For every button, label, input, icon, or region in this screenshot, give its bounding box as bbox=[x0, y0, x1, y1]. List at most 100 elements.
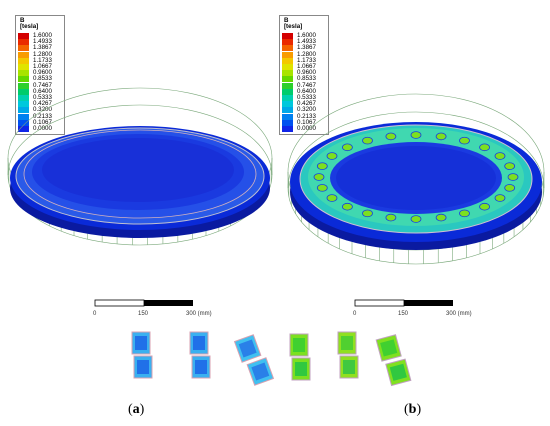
legend-value: 0.6400 bbox=[297, 87, 316, 95]
pole-pair-b2 bbox=[337, 331, 359, 379]
pole-pair-a2 bbox=[189, 331, 211, 379]
legend-swatch bbox=[18, 39, 29, 46]
legend-entry: 0.9600 bbox=[282, 69, 326, 77]
legend-value: 0.2133 bbox=[297, 112, 316, 120]
pole-magnet bbox=[459, 136, 470, 145]
legend-swatch bbox=[18, 113, 29, 120]
legend-entry: 0.2133 bbox=[282, 112, 326, 120]
disk-body bbox=[290, 122, 542, 250]
pole-magnet bbox=[410, 131, 422, 139]
legend-value: 1.0667 bbox=[297, 63, 316, 70]
legend-entry: 0.6400 bbox=[282, 87, 326, 95]
scale-bar-b: 0 150 300 (mm) bbox=[353, 299, 472, 317]
legend-value: 0.4267 bbox=[33, 100, 52, 108]
caption-b: (b) bbox=[404, 402, 422, 417]
legend-entry: 0.9600 bbox=[18, 69, 62, 77]
legend-value: 0.8533 bbox=[33, 75, 52, 83]
legend-swatch bbox=[18, 101, 29, 108]
legend-swatch bbox=[282, 88, 293, 95]
legend-entry: 0.0000 bbox=[18, 125, 62, 132]
legend-value: 0.6400 bbox=[33, 87, 52, 95]
legend-value: 0.5333 bbox=[297, 94, 316, 101]
legend-swatch bbox=[18, 119, 29, 126]
legend-entry: 1.3867 bbox=[282, 45, 326, 52]
legend-swatch bbox=[282, 126, 293, 132]
caption-a: (a) bbox=[128, 402, 145, 417]
legend-swatch bbox=[282, 70, 293, 77]
pole-magnet bbox=[494, 152, 506, 160]
pole-magnet bbox=[326, 152, 338, 160]
caption-a-label: a bbox=[132, 402, 140, 417]
legend-unit: [tesla] bbox=[284, 23, 303, 30]
pole-magnet bbox=[435, 213, 447, 222]
legend-swatch bbox=[282, 51, 293, 58]
legend-value: 0.3200 bbox=[33, 106, 52, 114]
disk-body bbox=[10, 126, 270, 238]
legend-swatch bbox=[282, 64, 293, 70]
pole-magnet bbox=[342, 143, 353, 152]
pole-ring bbox=[313, 131, 519, 223]
legend-swatch bbox=[18, 95, 29, 101]
legend-entry: 1.0667 bbox=[282, 63, 326, 70]
pole-magnet bbox=[326, 194, 338, 202]
legend-value: 0.4267 bbox=[297, 100, 316, 108]
legend-swatch bbox=[18, 88, 29, 95]
legend-value: 1.3867 bbox=[33, 44, 52, 52]
legend-value: 0.0000 bbox=[33, 125, 52, 132]
legend-entry: 1.1733 bbox=[18, 57, 62, 64]
legend-value: 0.1067 bbox=[33, 118, 52, 126]
legend-value: 1.1733 bbox=[297, 56, 316, 64]
legend-value: 1.2800 bbox=[33, 50, 52, 58]
legend-entry: 1.2800 bbox=[282, 51, 326, 58]
legend-swatch bbox=[282, 119, 293, 126]
legend-entry: 0.3200 bbox=[282, 106, 326, 114]
pole-magnet bbox=[362, 209, 373, 218]
scale-tick-150: 150 bbox=[398, 311, 409, 317]
legend-value: 0.5333 bbox=[33, 94, 52, 101]
pole-pair-a3 bbox=[233, 334, 275, 386]
legend-swatch bbox=[18, 126, 29, 132]
legend-value: 0.7467 bbox=[33, 81, 52, 89]
pole-details bbox=[131, 331, 412, 387]
legend-b: B [tesla] 1.6000 1.4933 1.3867 1.2800 1.1733… bbox=[279, 15, 329, 135]
legend-swatch bbox=[282, 101, 293, 108]
legend-entry: 0.2133 bbox=[18, 112, 62, 120]
pole-pair-b1 bbox=[289, 333, 311, 381]
legend-swatch bbox=[282, 39, 293, 46]
legend-entry: 0.8533 bbox=[18, 75, 62, 83]
legend-a: B [tesla] 1.6000 1.4933 1.3867 1.2800 1.1733… bbox=[15, 15, 65, 135]
pole-magnet bbox=[316, 162, 328, 170]
legend-value: 0.0000 bbox=[297, 125, 316, 132]
pole-pair-a1 bbox=[131, 331, 153, 379]
legend-value: 1.4933 bbox=[297, 38, 316, 46]
pole-magnet bbox=[494, 194, 506, 202]
legend-swatch bbox=[282, 82, 293, 89]
legend-entry: 0.1067 bbox=[282, 119, 326, 126]
pole-magnet bbox=[313, 173, 325, 181]
legend-entry: 1.2800 bbox=[18, 50, 62, 58]
disk-view-b bbox=[287, 93, 545, 265]
legend-value: 0.2133 bbox=[33, 112, 52, 120]
legend-value: 1.0667 bbox=[33, 63, 52, 70]
legend-entry: 1.1733 bbox=[282, 56, 326, 64]
legend-swatch bbox=[282, 113, 293, 120]
legend-swatch bbox=[18, 51, 29, 58]
legend-swatch bbox=[18, 107, 29, 114]
pole-magnet bbox=[435, 132, 447, 141]
legend-swatch bbox=[18, 64, 29, 70]
pole-magnet bbox=[385, 213, 397, 222]
legend-value: 0.3200 bbox=[297, 106, 316, 114]
legend-title: B bbox=[20, 17, 25, 24]
legend-entry: 0.1067 bbox=[18, 118, 62, 126]
legend-entry: 1.3867 bbox=[18, 44, 62, 52]
legend-swatch bbox=[282, 95, 293, 101]
pole-magnet bbox=[479, 202, 490, 211]
legend-entry: 0.4267 bbox=[18, 100, 62, 108]
legend-entry: 0.4267 bbox=[282, 100, 326, 108]
pole-magnet bbox=[410, 215, 422, 223]
scale-tick-0: 0 bbox=[353, 311, 357, 317]
scale-tick-0: 0 bbox=[93, 311, 97, 317]
legend-swatch bbox=[18, 70, 29, 77]
legend-swatch bbox=[18, 76, 29, 83]
caption-b-label: b bbox=[408, 402, 417, 417]
